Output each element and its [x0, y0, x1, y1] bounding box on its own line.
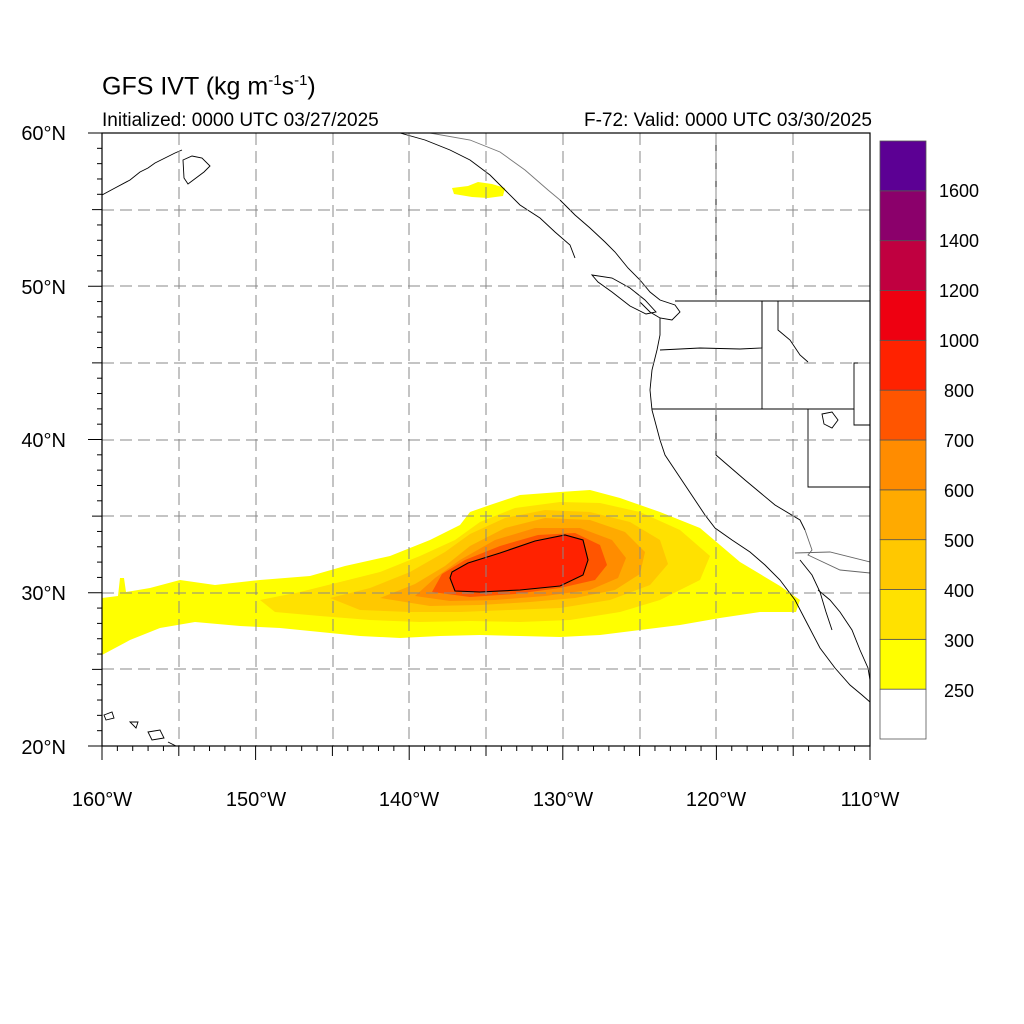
- latitude-labels: 60°N 50°N 40°N 30°N 20°N: [21, 123, 66, 759]
- alaska-peninsula-coast: [102, 149, 183, 196]
- lat-label: 40°N: [21, 430, 66, 452]
- map-gridlines: [102, 133, 870, 746]
- alaska-panhandle-border: [429, 133, 561, 201]
- lat-label: 50°N: [21, 277, 66, 299]
- colorbar-box: [879, 489, 927, 541]
- arizona-border: [804, 529, 870, 574]
- colorbar: [879, 140, 927, 740]
- lon-label: 120°W: [686, 789, 746, 811]
- southern-alaska-coast: [399, 133, 576, 259]
- title-main: GFS IVT (kg m-1s-1): [102, 72, 316, 101]
- lon-label: 150°W: [226, 789, 286, 811]
- mexico-border: [794, 551, 870, 563]
- colorbar-box: [879, 190, 927, 242]
- lon-label: 110°W: [841, 789, 900, 811]
- lon-label: 160°W: [72, 789, 132, 811]
- colorbar-label: 500: [944, 531, 974, 551]
- colorbar-labels: 250 300 400 500 600 700 800 1000 1200 14…: [939, 181, 979, 701]
- washington-oregon-border: [659, 301, 763, 351]
- colorbar-label: 800: [944, 381, 974, 401]
- us-west-coast: [649, 318, 870, 703]
- colorbar-box: [879, 389, 927, 441]
- ivt-800-band: [450, 535, 588, 592]
- colorbar-box: [879, 688, 927, 740]
- gulf-of-california-coast: [799, 559, 833, 631]
- nevada-utah-border: [807, 409, 870, 488]
- california-nevada-border: [715, 409, 806, 531]
- coastlines: [102, 133, 870, 746]
- colorbar-box: [879, 439, 927, 491]
- longitude-labels: 160°W 150°W 140°W 130°W 120°W 110°W: [72, 789, 900, 811]
- hawaii-islands: [103, 711, 177, 746]
- lat-label: 30°N: [21, 583, 66, 605]
- colorbar-box: [879, 589, 927, 640]
- colorbar-box: [879, 539, 927, 590]
- great-salt-lake: [821, 411, 839, 429]
- colorbar-box: [879, 240, 927, 291]
- colorbar-label: 1200: [939, 281, 979, 301]
- axis-ticks: [88, 132, 871, 760]
- colorbar-box: [879, 140, 927, 192]
- lon-label: 140°W: [379, 789, 439, 811]
- colorbar-label: 250: [944, 681, 974, 701]
- colorbar-label: 700: [944, 431, 974, 451]
- lon-label: 130°W: [533, 789, 593, 811]
- lat-label: 20°N: [21, 737, 66, 759]
- ivt-shading: [102, 182, 800, 655]
- utah-colorado-border: [853, 409, 870, 426]
- map-title: GFS IVT (kg m-1s-1) Initialized: 0000 UT…: [102, 72, 872, 132]
- baja-east-coast: [817, 589, 870, 681]
- initialized-label: Initialized: 0000 UTC 03/27/2025: [102, 110, 379, 131]
- colorbar-label: 1400: [939, 231, 979, 251]
- lat-label: 60°N: [21, 123, 66, 145]
- ivt-800-contour: [449, 534, 589, 593]
- bc-coast: [559, 199, 681, 321]
- ivt-250-patch-north: [452, 182, 505, 198]
- colorbar-label: 1600: [939, 181, 979, 201]
- colorbar-label: 400: [944, 581, 974, 601]
- valid-time-label: F-72: Valid: 0000 UTC 03/30/2025: [584, 110, 872, 131]
- vancouver-island-coast: [590, 274, 657, 315]
- colorbar-box: [879, 638, 927, 690]
- colorbar-label: 300: [944, 631, 974, 651]
- montana-border: [777, 301, 809, 363]
- colorbar-box: [879, 290, 927, 341]
- colorbar-label: 1000: [939, 331, 979, 351]
- kodiak-coast: [182, 155, 211, 185]
- colorbar-label: 600: [944, 481, 974, 501]
- map-frame: [101, 132, 871, 747]
- colorbar-box: [879, 339, 927, 391]
